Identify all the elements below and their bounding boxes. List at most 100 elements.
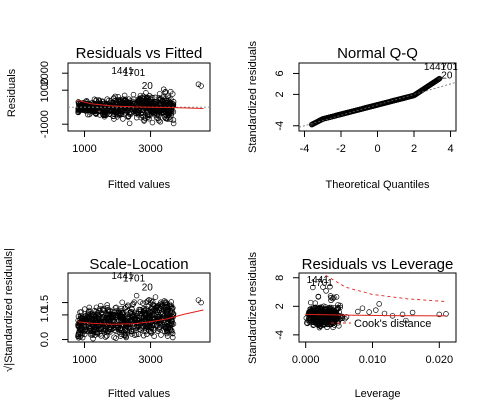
data-point xyxy=(122,305,128,311)
data-point xyxy=(355,308,361,315)
data-point xyxy=(111,95,117,101)
data-point xyxy=(165,112,172,119)
data-point xyxy=(334,306,341,312)
data-point xyxy=(147,96,154,102)
x-tick-label: -4 xyxy=(300,143,310,155)
data-point xyxy=(328,297,334,304)
data-point xyxy=(100,101,107,107)
data-point xyxy=(144,298,151,304)
x-tick-label: 4 xyxy=(447,143,453,155)
data-point xyxy=(159,97,166,104)
data-point xyxy=(314,306,320,313)
x-tick-label: -2 xyxy=(336,143,346,155)
data-point xyxy=(90,312,97,318)
panel-4: Residuals vs Leverage Leverage Standardize… xyxy=(247,252,457,400)
data-point xyxy=(157,321,163,328)
x-tick-label: 0 xyxy=(374,143,380,155)
data-point xyxy=(169,91,176,97)
data-point xyxy=(331,317,338,324)
data-point xyxy=(85,311,91,317)
data-point xyxy=(166,324,172,330)
data-point xyxy=(168,303,175,309)
data-point xyxy=(93,97,100,103)
x-tick-label: 2 xyxy=(411,143,417,155)
data-point xyxy=(113,111,120,118)
data-point xyxy=(100,307,106,313)
y-tick-label: 8 xyxy=(274,275,286,281)
y-axis-label: √|Standardized residuals| xyxy=(3,248,15,372)
data-point xyxy=(315,293,322,300)
data-point xyxy=(123,319,130,326)
data-point xyxy=(75,317,81,324)
data-point xyxy=(170,311,177,317)
data-point xyxy=(156,112,162,119)
data-point xyxy=(307,306,314,313)
data-point xyxy=(105,105,111,112)
y-tick-label: -1000 xyxy=(39,110,51,138)
point-label: 1441 xyxy=(307,275,330,286)
data-point xyxy=(135,331,142,337)
data-point xyxy=(328,316,334,323)
data-point xyxy=(83,98,90,104)
data-point xyxy=(163,100,170,106)
data-point xyxy=(86,111,93,118)
data-point xyxy=(162,312,168,319)
x-axis-label: Theoretical Quantiles xyxy=(326,179,430,191)
x-axis-label: Leverage xyxy=(355,388,401,400)
data-point xyxy=(133,310,139,317)
data-point xyxy=(436,311,443,318)
point-label: 1441 xyxy=(424,62,447,73)
data-point xyxy=(154,328,161,334)
y-tick-label: 2 xyxy=(274,91,286,97)
data-point xyxy=(138,315,144,321)
x-tick-label: 1000 xyxy=(72,143,96,155)
data-point xyxy=(102,327,108,334)
data-point xyxy=(86,304,93,311)
data-point xyxy=(162,89,168,96)
data-point xyxy=(148,309,155,315)
data-point xyxy=(92,326,99,333)
data-point xyxy=(328,313,335,319)
data-point xyxy=(331,294,337,301)
data-point xyxy=(118,305,125,312)
data-point xyxy=(165,95,172,101)
data-point xyxy=(198,299,204,306)
data-point xyxy=(326,304,333,311)
data-point xyxy=(198,83,204,89)
data-point xyxy=(306,310,313,316)
data-points-layer xyxy=(303,274,449,331)
data-point xyxy=(165,302,172,309)
data-point xyxy=(145,314,152,320)
data-point xyxy=(323,304,329,310)
x-tick-label: 0.000 xyxy=(292,354,320,366)
data-point xyxy=(94,309,101,316)
panel-3: Scale-Location Fitted values √|Standardize… xyxy=(3,248,211,400)
data-point xyxy=(98,326,105,332)
data-point xyxy=(158,299,164,306)
data-point xyxy=(126,120,133,127)
point-label: 1441 xyxy=(111,271,134,282)
data-point xyxy=(443,311,449,317)
data-point xyxy=(117,325,124,331)
data-point xyxy=(140,300,146,306)
data-point xyxy=(90,335,96,342)
plot-frame xyxy=(67,272,211,343)
data-point xyxy=(97,100,104,107)
data-point xyxy=(122,317,129,324)
data-point xyxy=(165,307,171,313)
data-point xyxy=(307,312,314,318)
panel-title: Scale-Location xyxy=(89,256,188,273)
panel-title: Normal Q-Q xyxy=(337,45,418,62)
data-point xyxy=(75,313,82,320)
x-axis-label: Fitted values xyxy=(108,179,171,191)
point-label: 1441 xyxy=(111,66,134,77)
y-tick-label: 1.5 xyxy=(39,295,51,310)
data-point xyxy=(86,106,93,112)
plot-frame xyxy=(298,272,457,343)
data-point xyxy=(115,309,121,316)
data-point xyxy=(305,317,311,324)
data-point xyxy=(97,112,103,118)
y-tick-label: 2 xyxy=(274,303,286,309)
data-point xyxy=(88,106,95,112)
data-point xyxy=(158,332,164,338)
